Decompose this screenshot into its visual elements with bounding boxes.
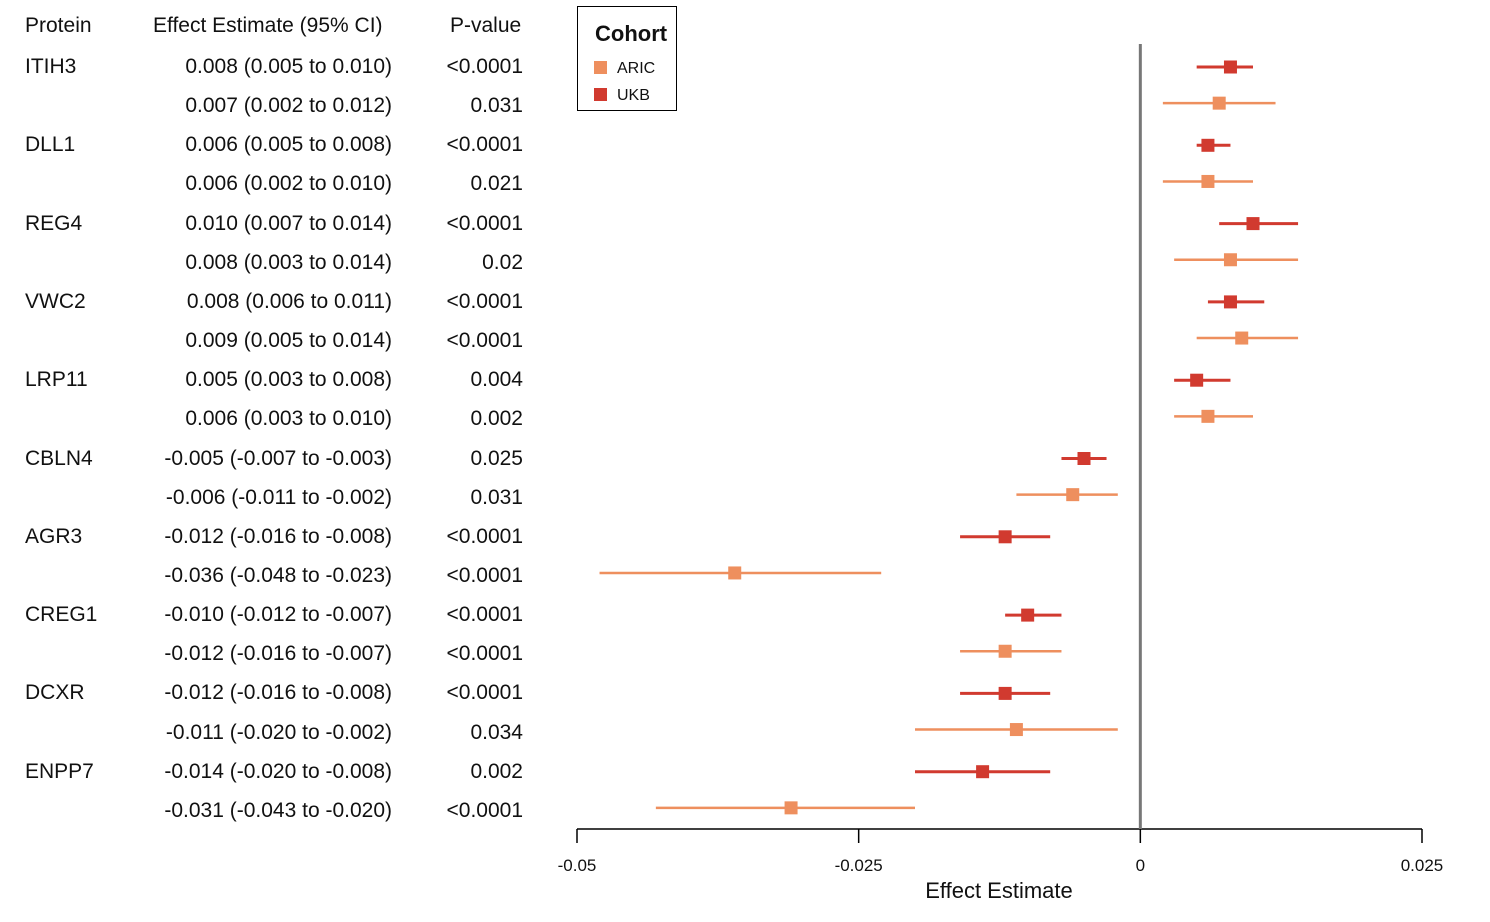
effect-estimate-cell: -0.012 (-0.016 to -0.007)	[164, 642, 392, 666]
p-value-cell: <0.0001	[446, 329, 524, 353]
p-value-cell: <0.0001	[446, 133, 524, 157]
x-tick-label: 0.025	[1401, 856, 1444, 875]
point-marker	[1009, 723, 1023, 737]
effect-estimate-cell: 0.006 (0.003 to 0.010)	[185, 407, 392, 431]
effect-estimate-cell: -0.031 (-0.043 to -0.020)	[164, 798, 392, 822]
effect-estimate-cell: 0.005 (0.003 to 0.008)	[185, 368, 392, 392]
point-marker	[998, 644, 1012, 658]
header-p-value: P-value	[450, 14, 522, 37]
p-value-cell: <0.0001	[446, 798, 524, 822]
p-value-cell: <0.0001	[446, 55, 524, 78]
x-axis-label: Effect Estimate	[925, 878, 1073, 903]
p-value-cell: 0.021	[470, 172, 523, 196]
p-value-cell: 0.034	[470, 720, 523, 744]
effect-estimate-cell: -0.012 (-0.016 to -0.008)	[164, 681, 392, 705]
p-value-cell: 0.031	[470, 485, 523, 509]
legend-item-aric: ARIC	[594, 60, 655, 78]
p-value-cell: 0.02	[482, 250, 523, 274]
point-marker	[976, 765, 990, 779]
point-marker	[1223, 60, 1237, 74]
p-value-cell: <0.0001	[446, 524, 524, 548]
protein-name: CREG1	[25, 603, 98, 627]
point-marker	[1201, 174, 1215, 188]
p-value-cell: <0.0001	[446, 563, 524, 587]
point-marker	[1201, 409, 1215, 423]
header-effect-estimate: Effect Estimate (95% CI)	[153, 14, 383, 37]
x-tick-label: -0.05	[558, 856, 597, 875]
point-marker	[1066, 488, 1080, 502]
effect-estimate-cell: -0.006 (-0.011 to -0.002)	[165, 485, 392, 509]
p-value-cell: <0.0001	[446, 681, 524, 705]
point-marker	[1077, 452, 1091, 465]
point-marker	[1246, 217, 1260, 231]
effect-estimate-cell: -0.010 (-0.012 to -0.007)	[164, 603, 392, 627]
p-value-cell: 0.025	[470, 446, 523, 470]
point-marker	[998, 530, 1012, 544]
effect-estimate-cell: -0.012 (-0.016 to -0.008)	[164, 524, 392, 548]
effect-estimate-cell: 0.008 (0.003 to 0.014)	[185, 250, 392, 274]
plot-marks	[599, 60, 1299, 815]
effect-estimate-cell: -0.014 (-0.020 to -0.008)	[164, 759, 392, 783]
p-value-cell: <0.0001	[446, 642, 524, 666]
protein-name: CBLN4	[25, 446, 93, 470]
p-value-cell: <0.0001	[446, 211, 524, 235]
protein-name: ITIH3	[25, 55, 77, 78]
protein-name: DLL1	[25, 133, 76, 157]
effect-estimate-cell: 0.009 (0.005 to 0.014)	[185, 329, 392, 353]
effect-estimate-cell: 0.008 (0.005 to 0.010)	[185, 55, 392, 78]
legend: Cohort ARIC UKB	[577, 6, 677, 111]
protein-name: ENPP7	[25, 759, 94, 783]
p-value-cell: <0.0001	[446, 603, 524, 627]
legend-swatch-ukb	[594, 88, 607, 101]
protein-name: VWC2	[25, 289, 86, 313]
x-tick-label: 0	[1136, 856, 1145, 875]
effect-estimate-cell: -0.005 (-0.007 to -0.003)	[164, 446, 392, 470]
effect-estimate-cell: -0.011 (-0.020 to -0.002)	[165, 720, 392, 744]
legend-label-ukb: UKB	[617, 87, 650, 104]
point-marker	[1223, 253, 1237, 267]
header-protein: Protein	[25, 14, 92, 37]
legend-item-ukb: UKB	[594, 87, 650, 105]
legend-swatch-aric	[594, 61, 607, 74]
effect-estimate-cell: 0.006 (0.005 to 0.008)	[185, 133, 392, 157]
legend-title: Cohort	[595, 21, 668, 46]
point-marker	[784, 801, 798, 815]
x-tick-label: -0.025	[835, 856, 883, 875]
protein-name: AGR3	[25, 524, 83, 548]
point-marker	[1201, 138, 1215, 152]
p-value-cell: 0.002	[470, 759, 523, 783]
point-marker	[1223, 295, 1237, 309]
p-value-cell: <0.0001	[446, 289, 524, 313]
effect-estimate-cell: 0.008 (0.006 to 0.011)	[186, 289, 392, 313]
x-axis: -0.05 -0.025 0 0.025	[558, 44, 1444, 875]
effect-estimate-cell: 0.010 (0.007 to 0.014)	[185, 211, 392, 235]
point-marker	[728, 566, 742, 580]
point-marker	[998, 686, 1012, 700]
point-marker	[1212, 96, 1226, 110]
protein-name: DCXR	[25, 681, 85, 705]
point-marker	[1190, 373, 1204, 387]
effect-estimate-cell: 0.007 (0.002 to 0.012)	[185, 94, 392, 118]
effect-estimate-cell: 0.006 (0.002 to 0.010)	[185, 172, 392, 196]
p-value-cell: 0.031	[470, 94, 523, 118]
protein-name: REG4	[25, 211, 83, 235]
protein-name: LRP11	[25, 368, 88, 392]
legend-label-aric: ARIC	[617, 60, 656, 77]
point-marker	[1235, 331, 1249, 345]
p-value-cell: 0.004	[470, 368, 523, 392]
point-marker	[1021, 608, 1035, 622]
p-value-cell: 0.002	[470, 407, 523, 431]
effect-estimate-cell: -0.036 (-0.048 to -0.023)	[164, 563, 392, 587]
